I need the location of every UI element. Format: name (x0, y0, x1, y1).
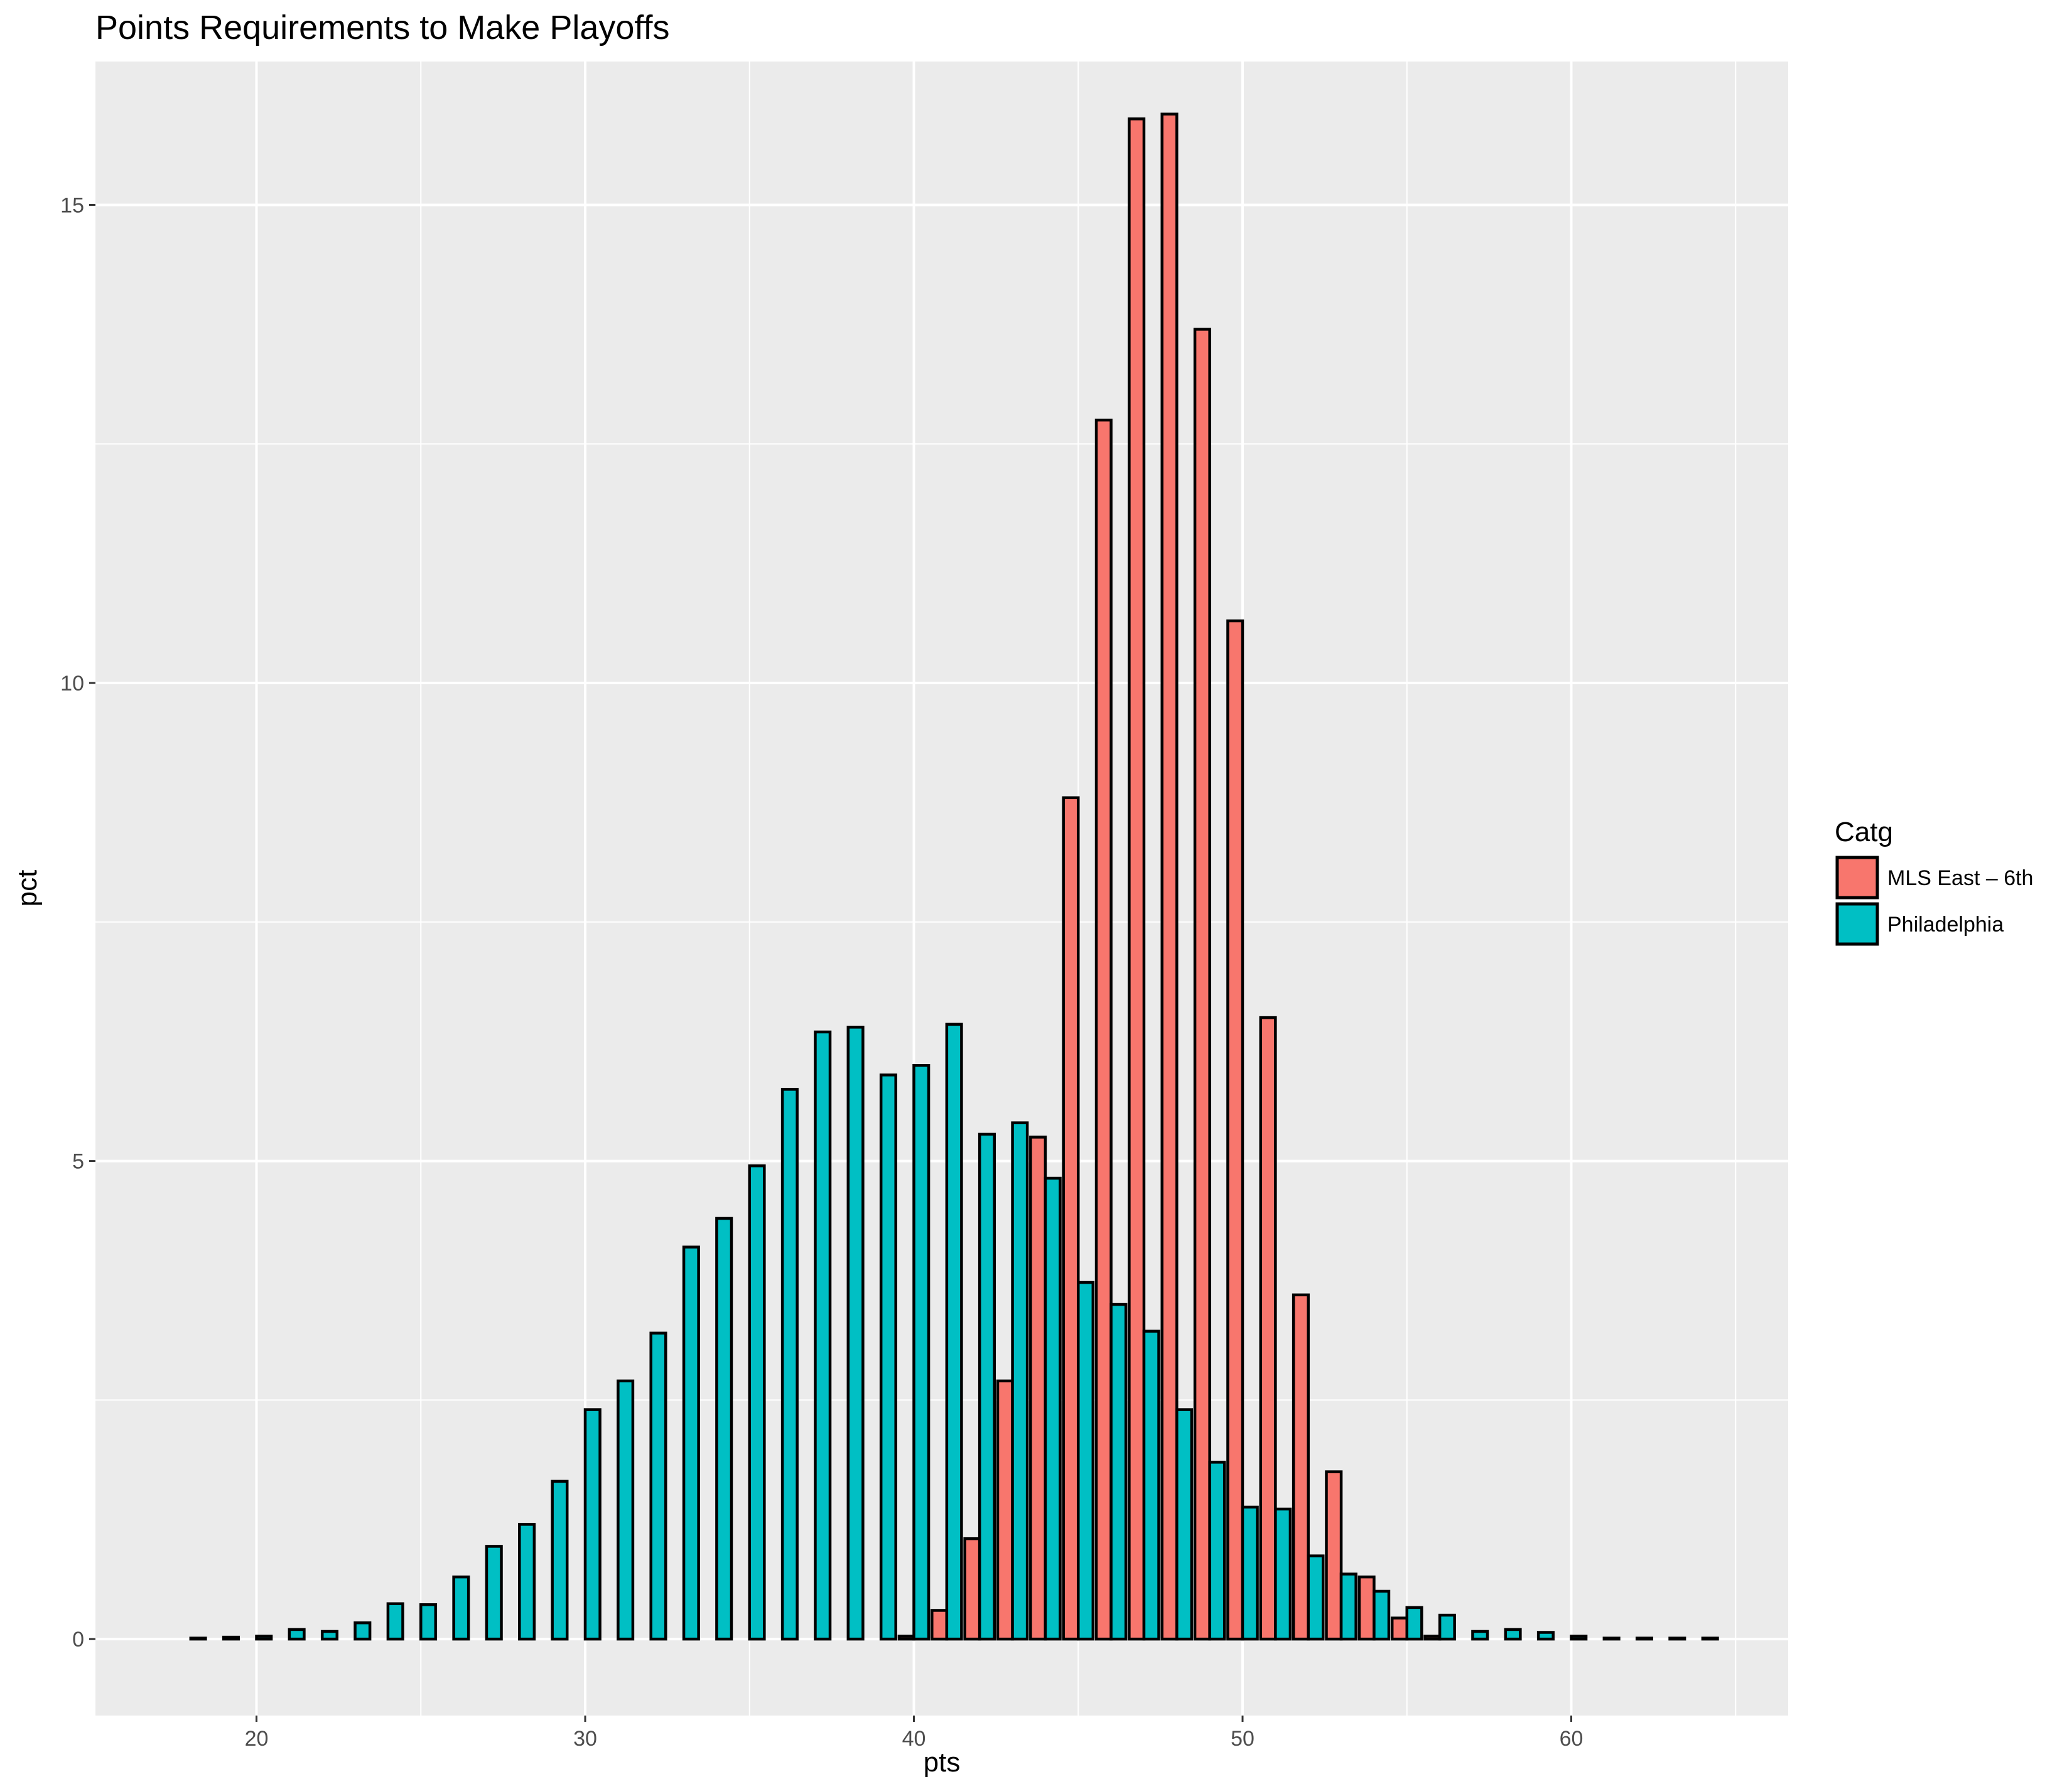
bar-philadelphia (386, 1602, 404, 1641)
bar-philadelphia (1504, 1628, 1522, 1641)
bar-philadelphia (1635, 1636, 1653, 1641)
bar-philadelphia (419, 1603, 438, 1641)
bar-philadelphia (1536, 1631, 1555, 1641)
bar-mls-east-6th (897, 1635, 915, 1641)
bar-philadelphia (452, 1575, 470, 1641)
x-tick-label: 60 (1560, 1727, 1584, 1751)
bar-mls-east-6th (1094, 418, 1113, 1641)
bar-mls-east-6th (1226, 619, 1244, 1641)
bar-philadelphia (320, 1630, 339, 1641)
y-tick-label: 15 (60, 193, 84, 217)
bar-philadelphia (846, 1026, 865, 1641)
bar-philadelphia (551, 1480, 569, 1641)
bar-mls-east-6th (1029, 1136, 1047, 1641)
bar-philadelphia (1602, 1636, 1621, 1641)
bar-philadelphia (1274, 1507, 1292, 1641)
y-tick-label: 10 (60, 672, 84, 696)
bar-philadelphia (748, 1164, 766, 1641)
bar-philadelphia (1044, 1176, 1062, 1641)
bar-philadelphia (583, 1408, 602, 1641)
y-axis-ticks: 0 5 10 15 (60, 193, 95, 1652)
bar-philadelphia (485, 1545, 503, 1641)
y-axis-title: pct (12, 870, 43, 907)
legend-label-mls-east: MLS East – 6th (1887, 866, 2033, 890)
legend-label-philadelphia: Philadelphia (1887, 913, 2004, 937)
bar-philadelphia (1109, 1303, 1128, 1641)
chart-title: Points Requirements to Make Playoffs (95, 9, 669, 46)
bar-philadelphia (682, 1245, 700, 1641)
bar-philadelphia (1405, 1606, 1423, 1641)
bar-philadelphia (518, 1523, 536, 1641)
bar-philadelphia (255, 1635, 273, 1641)
bar-philadelphia (1208, 1461, 1226, 1641)
bar-mls-east-6th (1423, 1635, 1442, 1641)
bar-philadelphia (222, 1635, 240, 1641)
bar-philadelphia (912, 1064, 931, 1641)
bar-mls-east-6th (1357, 1575, 1376, 1641)
bars (189, 112, 1719, 1641)
bar-philadelphia (1175, 1408, 1194, 1641)
bar-philadelphia (617, 1379, 635, 1641)
y-tick-label: 0 (72, 1628, 84, 1652)
x-tick-label: 20 (245, 1727, 269, 1751)
bar-philadelphia (1339, 1572, 1357, 1641)
bar-philadelphia (1570, 1635, 1588, 1641)
legend-key-mls-east (1835, 856, 1879, 900)
bar-mls-east-6th (1390, 1616, 1408, 1641)
bar-mls-east-6th (1325, 1470, 1343, 1641)
bar-mls-east-6th (1128, 117, 1146, 1641)
bar-philadelphia (1438, 1613, 1456, 1641)
bar-philadelphia (189, 1636, 207, 1641)
bar-mls-east-6th (1160, 112, 1179, 1641)
y-tick-label: 5 (72, 1150, 84, 1174)
bar-philadelphia (649, 1331, 667, 1641)
bar-philadelphia (1241, 1505, 1259, 1641)
bar-philadelphia (288, 1628, 306, 1641)
bar-philadelphia (1668, 1636, 1686, 1641)
legend: Catg MLS East – 6th Philadelphia (1835, 817, 2033, 946)
x-tick-label: 50 (1231, 1727, 1255, 1751)
bar-philadelphia (879, 1073, 897, 1641)
bar-philadelphia (1011, 1121, 1029, 1641)
bar-philadelphia (715, 1217, 733, 1641)
x-tick-label: 40 (902, 1727, 926, 1751)
bar-philadelphia (780, 1088, 799, 1641)
legend-key-philadelphia (1835, 902, 1879, 946)
bar-mls-east-6th (1193, 328, 1211, 1641)
bar-philadelphia (1701, 1636, 1719, 1641)
bar-philadelphia (945, 1023, 963, 1641)
bar-philadelphia (1373, 1589, 1391, 1641)
x-tick-label: 30 (573, 1727, 597, 1751)
bar-mls-east-6th (1292, 1293, 1310, 1641)
legend-title: Catg (1835, 817, 1893, 847)
bar-philadelphia (1471, 1630, 1489, 1641)
bar-mls-east-6th (996, 1379, 1014, 1641)
bar-mls-east-6th (931, 1609, 949, 1641)
bar-mls-east-6th (1062, 796, 1080, 1641)
bar-philadelphia (1077, 1281, 1095, 1641)
bar-mls-east-6th (1259, 1016, 1277, 1641)
bar-philadelphia (814, 1030, 832, 1641)
bar-philadelphia (1307, 1554, 1325, 1641)
x-axis-ticks: 20 30 40 50 60 (245, 1716, 1584, 1751)
x-axis-title: pts (924, 1747, 961, 1778)
bar-philadelphia (353, 1621, 372, 1641)
bar-philadelphia (978, 1132, 996, 1641)
plot-panel (95, 62, 1788, 1716)
bar-mls-east-6th (963, 1537, 981, 1641)
bar-philadelphia (1142, 1330, 1160, 1641)
